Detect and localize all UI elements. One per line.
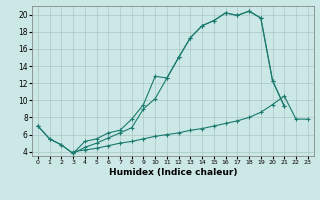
X-axis label: Humidex (Indice chaleur): Humidex (Indice chaleur)	[108, 168, 237, 177]
